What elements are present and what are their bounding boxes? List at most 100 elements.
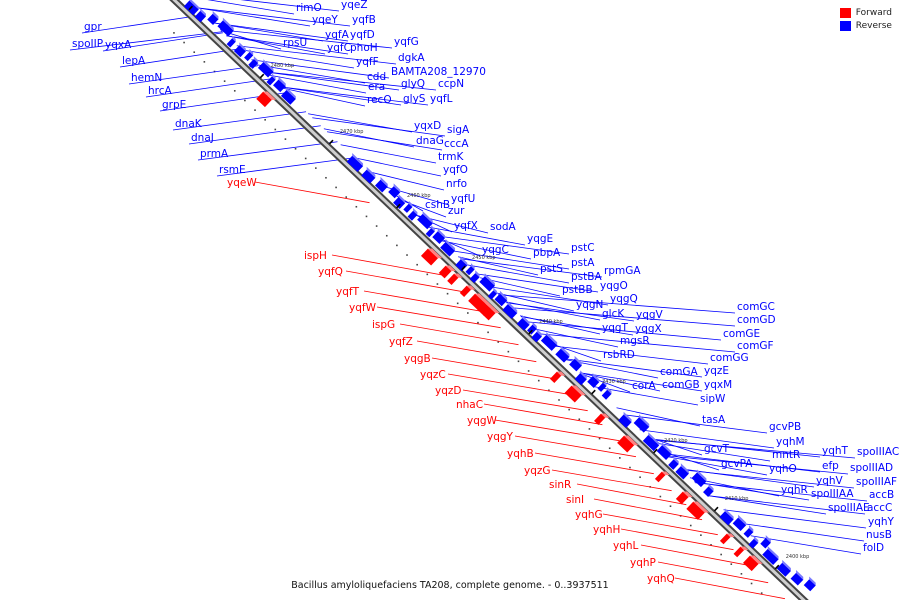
reverse-gene-label[interactable]: yqgV bbox=[636, 309, 664, 321]
reverse-gene-label[interactable]: lepA bbox=[122, 55, 146, 67]
reverse-gene-label[interactable]: yqxD bbox=[414, 120, 441, 132]
forward-gene-label[interactable]: yqfQ bbox=[318, 266, 343, 278]
reverse-gene-label[interactable]: mgsR bbox=[620, 335, 650, 347]
forward-gene-label[interactable]: yqgB bbox=[404, 353, 431, 365]
reverse-gene-label[interactable]: yqgC bbox=[482, 244, 509, 256]
forward-gene-label[interactable]: yqgY bbox=[487, 431, 514, 443]
forward-gene-label[interactable]: yqhG bbox=[575, 509, 603, 521]
reverse-gene-label[interactable]: yqhT bbox=[822, 445, 849, 457]
forward-gene-label[interactable]: yqfW bbox=[349, 302, 377, 314]
reverse-gene-label[interactable]: glcK bbox=[602, 308, 625, 320]
reverse-gene-label[interactable]: comGB bbox=[662, 379, 700, 391]
reverse-gene-label[interactable]: tasA bbox=[702, 414, 726, 426]
reverse-gene-label[interactable]: mntR bbox=[772, 449, 800, 461]
reverse-gene-label[interactable]: yqeZ bbox=[341, 0, 368, 11]
reverse-gene-label[interactable]: hemN bbox=[131, 72, 162, 84]
reverse-gene-label[interactable]: comGA bbox=[660, 366, 699, 378]
reverse-gene-label[interactable]: yqfD bbox=[350, 29, 375, 41]
reverse-gene-label[interactable]: yqhV bbox=[816, 475, 844, 487]
reverse-gene-label[interactable]: spoIIIAA bbox=[811, 488, 854, 500]
reverse-gene-label[interactable]: spoIIIAF bbox=[856, 476, 897, 488]
reverse-gene-label[interactable]: yqhM bbox=[776, 436, 805, 448]
reverse-gene-label[interactable]: comGF bbox=[737, 340, 774, 352]
reverse-gene-label[interactable]: recO bbox=[367, 94, 392, 106]
reverse-gene-label[interactable]: gcvT bbox=[704, 443, 730, 455]
reverse-gene-label[interactable]: hrcA bbox=[148, 85, 173, 97]
reverse-gene-label[interactable]: yqfC bbox=[327, 42, 351, 54]
reverse-gene-label[interactable]: nrfo bbox=[446, 178, 467, 190]
forward-gene-label[interactable]: yqhQ bbox=[647, 573, 675, 585]
reverse-gene-label[interactable]: yqfF bbox=[356, 56, 379, 68]
reverse-gene-label[interactable]: era bbox=[368, 81, 385, 93]
reverse-gene-label[interactable]: spoIIIAE bbox=[828, 502, 870, 514]
reverse-gene-label[interactable]: grpE bbox=[162, 99, 186, 111]
reverse-gene-label[interactable]: pstBA bbox=[571, 271, 602, 283]
forward-gene-label[interactable]: yqfZ bbox=[389, 336, 413, 348]
reverse-gene-label[interactable]: yqgO bbox=[600, 280, 628, 292]
reverse-gene-label[interactable]: yqhR bbox=[781, 484, 808, 496]
reverse-gene-label[interactable]: pbpA bbox=[533, 247, 561, 259]
reverse-gene-label[interactable]: accB bbox=[869, 489, 894, 501]
reverse-gene-label[interactable]: zur bbox=[448, 205, 465, 217]
reverse-gene-label[interactable]: yqgE bbox=[527, 233, 553, 245]
forward-gene-label[interactable]: sinR bbox=[549, 479, 571, 491]
forward-gene-label[interactable]: ispG bbox=[372, 319, 395, 331]
reverse-gene-label[interactable]: yqfO bbox=[443, 164, 468, 176]
forward-gene-label[interactable]: yqeW bbox=[227, 177, 257, 189]
reverse-gene-label[interactable]: spoIIIAC bbox=[857, 446, 899, 458]
forward-gene-label[interactable]: ispH bbox=[304, 250, 327, 262]
forward-gene-label[interactable]: yqgW bbox=[467, 415, 498, 427]
reverse-gene-label[interactable]: yqfL bbox=[430, 93, 453, 105]
reverse-gene-label[interactable]: cshB bbox=[425, 199, 450, 211]
reverse-gene-label[interactable]: dnaK bbox=[175, 118, 203, 130]
reverse-gene-label[interactable]: rimO bbox=[296, 2, 322, 14]
reverse-gene-label[interactable]: folD bbox=[863, 542, 884, 554]
reverse-gene-label[interactable]: gcvPB bbox=[769, 421, 801, 433]
reverse-gene-label[interactable]: gcvPA bbox=[721, 458, 753, 470]
forward-gene-label[interactable]: yqzC bbox=[420, 369, 446, 381]
reverse-gene-label[interactable]: yqgX bbox=[635, 323, 662, 335]
reverse-gene-label[interactable]: dgkA bbox=[398, 52, 425, 64]
reverse-gene-label[interactable]: ccpN bbox=[438, 78, 464, 90]
reverse-gene-label[interactable]: accC bbox=[867, 502, 892, 514]
reverse-gene-label[interactable]: cdd bbox=[367, 71, 386, 83]
forward-gene-label[interactable]: yqhP bbox=[630, 557, 656, 569]
reverse-gene-label[interactable]: yqfG bbox=[394, 36, 419, 48]
reverse-gene-label[interactable]: phoH bbox=[350, 42, 378, 54]
reverse-gene-label[interactable]: yqgT bbox=[602, 322, 629, 334]
reverse-gene-label[interactable]: spoIIP bbox=[72, 38, 103, 50]
reverse-gene-label[interactable]: yqxA bbox=[105, 39, 132, 51]
reverse-gene-label[interactable]: cccA bbox=[444, 138, 469, 150]
reverse-gene-label[interactable]: yqfX bbox=[454, 220, 478, 232]
forward-gene-label[interactable]: yqhB bbox=[507, 448, 534, 460]
reverse-gene-label[interactable]: pstC bbox=[571, 242, 595, 254]
reverse-gene-label[interactable]: yqzE bbox=[704, 365, 729, 377]
reverse-gene-label[interactable]: comGG bbox=[710, 352, 749, 364]
reverse-gene-label[interactable]: sipW bbox=[700, 393, 726, 405]
reverse-gene-label[interactable]: prmA bbox=[200, 148, 229, 160]
reverse-gene-label[interactable]: yqhY bbox=[868, 516, 895, 528]
reverse-gene-label[interactable]: glyS bbox=[403, 93, 426, 105]
reverse-gene-label[interactable]: pstBB bbox=[562, 284, 593, 296]
reverse-gene-label[interactable]: yqfA bbox=[325, 29, 350, 41]
forward-gene-label[interactable]: sinI bbox=[566, 494, 584, 506]
reverse-gene-label[interactable]: trmK bbox=[438, 151, 464, 163]
reverse-gene-label[interactable]: yqeY bbox=[312, 14, 338, 26]
reverse-gene-label[interactable]: rsbRD bbox=[603, 349, 635, 361]
reverse-gene-label[interactable]: pstS bbox=[540, 263, 563, 275]
reverse-gene-label[interactable]: dnaJ bbox=[191, 132, 214, 144]
reverse-gene-label[interactable]: BAMTA208_12970 bbox=[391, 66, 486, 78]
reverse-gene-label[interactable]: gpr bbox=[84, 21, 102, 33]
reverse-gene-label[interactable]: nusB bbox=[866, 529, 892, 541]
reverse-gene-label[interactable]: comGC bbox=[737, 301, 775, 313]
forward-gene-label[interactable]: yqhH bbox=[593, 524, 620, 536]
reverse-gene-label[interactable]: dnaG bbox=[416, 135, 444, 147]
reverse-gene-label[interactable]: spoIIIAD bbox=[850, 462, 893, 474]
reverse-gene-label[interactable]: yqhO bbox=[769, 463, 797, 475]
reverse-gene-label[interactable]: yqfU bbox=[451, 193, 475, 205]
reverse-gene-label[interactable]: glyQ bbox=[401, 78, 425, 90]
reverse-gene-label[interactable]: pstA bbox=[571, 257, 595, 269]
reverse-gene-label[interactable]: comGE bbox=[723, 328, 760, 340]
reverse-gene-label[interactable]: rpsU bbox=[283, 37, 307, 49]
